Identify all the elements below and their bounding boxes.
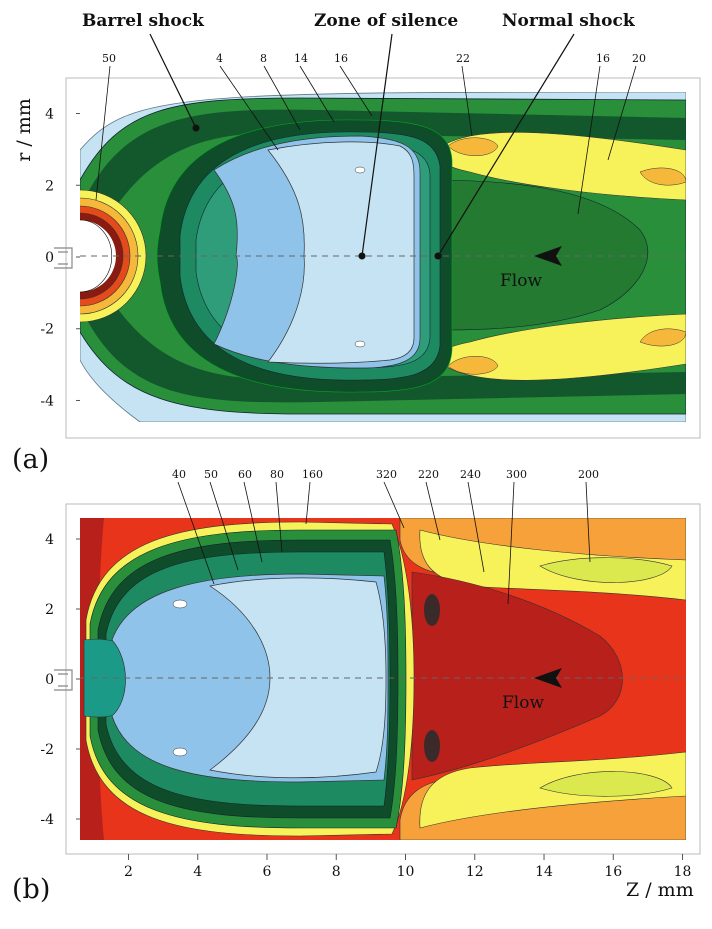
x-tick-label: 18	[674, 864, 692, 880]
x-tick-label: 14	[535, 864, 553, 880]
level-label-b: 80	[270, 468, 284, 481]
panel-b-plot: Flow	[54, 503, 701, 855]
panel-b-frame	[65, 503, 701, 855]
x-tick-label: 10	[397, 864, 415, 880]
level-label-a: 16	[334, 52, 348, 65]
y-tick-label: -4	[40, 812, 54, 828]
y-ticks-a: 4 2 0 -2 -4	[40, 107, 80, 409]
level-labels-b: 40 50 60 80 160 320 220 240 300 200	[172, 468, 599, 605]
level-label-b: 320	[376, 468, 397, 481]
contour-b-core	[411, 571, 623, 781]
y-tick-label: 0	[45, 672, 54, 688]
y-tick-label: 4	[45, 532, 54, 548]
level-label-a: 16	[596, 52, 610, 65]
y-tick-label: -2	[40, 322, 54, 338]
level-label-b: 40	[172, 468, 186, 481]
y-ticks-b: 4 2 0 -2 -4	[40, 532, 80, 828]
level-label-a: 22	[456, 52, 470, 65]
level-label-b: 200	[578, 468, 599, 481]
annotation-barrel-shock: Barrel shock	[82, 11, 205, 31]
level-label-b: 60	[238, 468, 252, 481]
panel-label-a: (a)	[12, 444, 49, 475]
level-label-b: 240	[460, 468, 481, 481]
contour-a-orange-top	[447, 137, 499, 156]
level-label-a: 50	[102, 52, 116, 65]
x-tick-label: 4	[193, 864, 202, 880]
level-labels-a: 50 4 8 14 16 22 16 20	[95, 52, 646, 215]
annotations-a: Barrel shock Zone of silence Normal shoc…	[82, 11, 636, 260]
flow-label-a: Flow	[500, 271, 542, 291]
annotation-normal-shock: Normal shock	[502, 11, 636, 31]
level-label-b: 160	[302, 468, 323, 481]
contour-a-orange-bottom	[447, 356, 499, 375]
x-ticks-b: 2 4 6 8 10 12 14 16 18	[124, 854, 691, 880]
panel-a-frame	[65, 77, 701, 439]
x-tick-label: 6	[263, 864, 272, 880]
level-label-b: 220	[418, 468, 439, 481]
y-axis-label-a: r / mm	[13, 98, 35, 162]
level-label-a: 8	[260, 52, 267, 65]
level-label-a: 20	[632, 52, 646, 65]
flow-arrow-b	[534, 668, 562, 688]
panel-a-plot: Flow	[54, 77, 701, 439]
x-tick-label: 12	[466, 864, 484, 880]
y-tick-label: -4	[40, 393, 54, 409]
flow-label-b: Flow	[502, 693, 544, 713]
x-axis-label-b: Z / mm	[626, 879, 694, 901]
level-label-a: 4	[216, 52, 223, 65]
x-tick-label: 16	[604, 864, 622, 880]
y-tick-label: 4	[45, 107, 54, 123]
flow-arrow-a	[534, 246, 562, 266]
contour-a-yellow-top	[436, 132, 686, 201]
annotation-zone-of-silence: Zone of silence	[314, 11, 458, 31]
panel-label-b: (b)	[12, 874, 50, 905]
y-tick-label: 2	[45, 178, 54, 194]
x-tick-label: 2	[124, 864, 133, 880]
level-label-a: 14	[294, 52, 308, 65]
nozzle-outline-b	[54, 669, 73, 691]
level-label-b: 50	[204, 468, 218, 481]
y-tick-label: 2	[45, 602, 54, 618]
nozzle-outline-a	[54, 247, 73, 269]
x-tick-label: 8	[332, 864, 341, 880]
contour-a-yellow-bottom	[436, 313, 686, 381]
level-label-b: 300	[506, 468, 527, 481]
y-tick-label: -2	[40, 742, 54, 758]
y-tick-label: 0	[45, 250, 54, 266]
